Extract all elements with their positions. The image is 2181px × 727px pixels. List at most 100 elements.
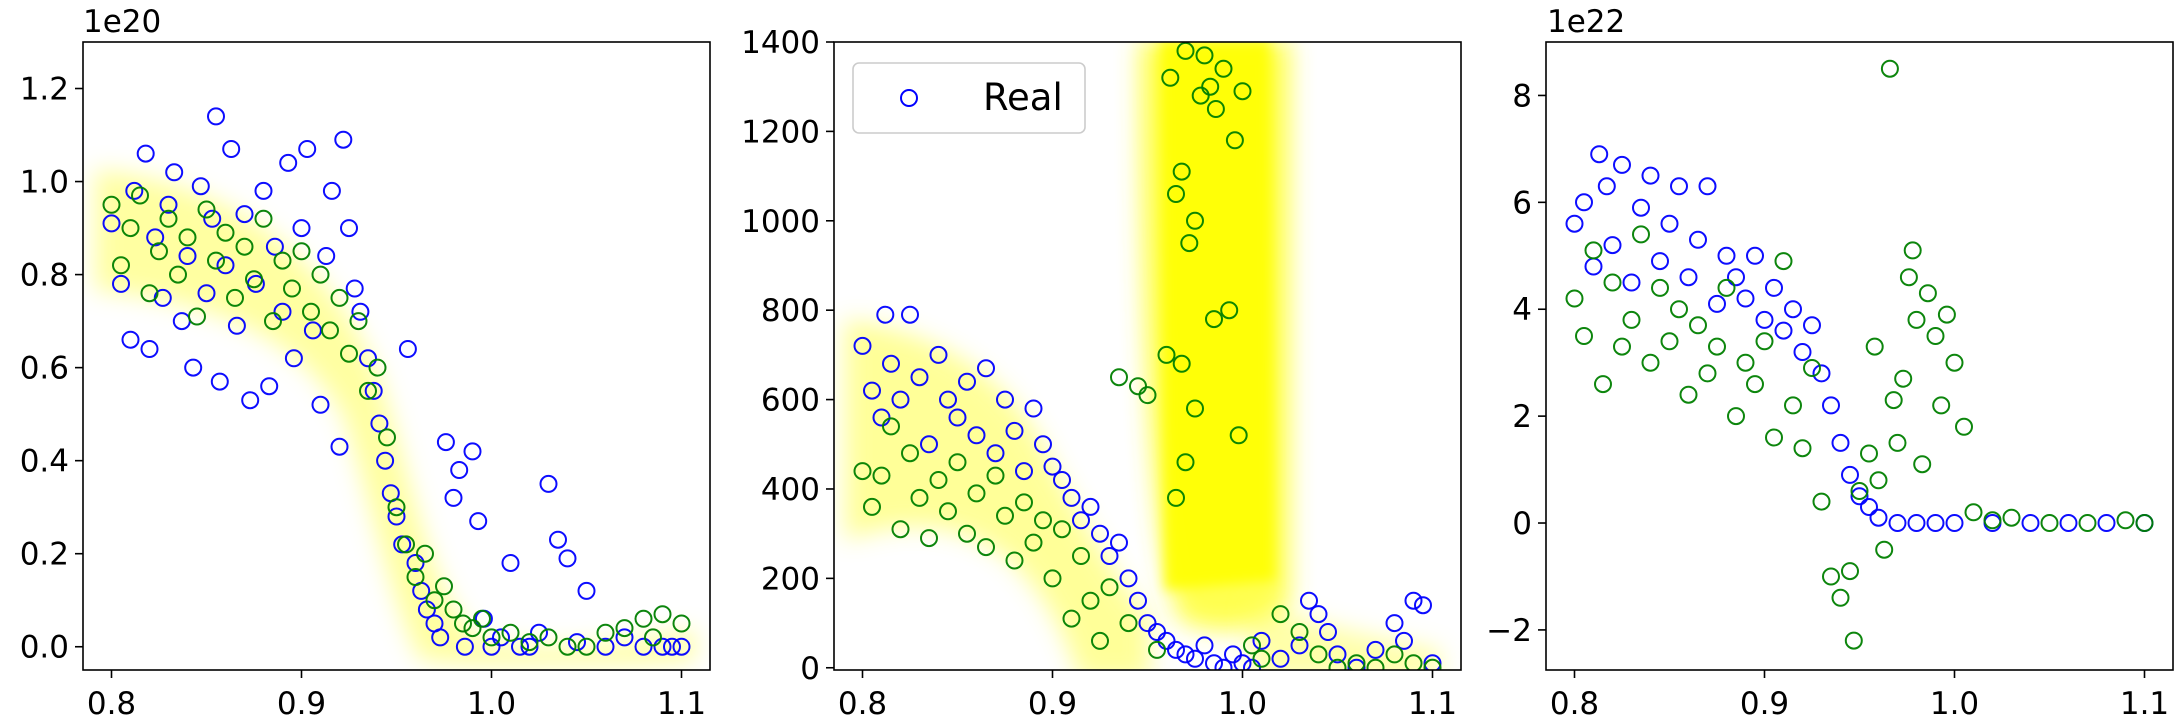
data-point: [530, 623, 548, 642]
data-point: [634, 609, 653, 628]
data-point: [1206, 100, 1225, 118]
data-point: [279, 153, 298, 172]
data-point: [436, 433, 455, 452]
data-point: [364, 381, 383, 400]
data-point: [910, 488, 929, 507]
x-tick-label: 1.0: [1218, 686, 1267, 722]
subplot-1-band: [95, 170, 695, 666]
data-point: [454, 614, 472, 633]
data-point: [1347, 654, 1366, 670]
data-point: [1271, 605, 1290, 624]
data-point: [1793, 439, 1812, 458]
data-point: [1622, 273, 1641, 292]
data-point: [977, 359, 995, 378]
data-point: [1423, 658, 1442, 670]
data-point: [1822, 567, 1840, 586]
data-point: [1129, 377, 1147, 396]
data-point: [1869, 508, 1888, 527]
data-point: [872, 466, 891, 485]
data-point: [1191, 86, 1210, 105]
data-point: [1793, 343, 1812, 361]
data-point: [1290, 636, 1309, 655]
data-point: [539, 628, 558, 647]
data-point: [1932, 396, 1951, 415]
data-point: [1565, 289, 1584, 308]
data-point: [863, 497, 881, 516]
data-point: [1205, 310, 1223, 329]
data-point: [1918, 284, 1937, 303]
data-point: [1584, 257, 1603, 276]
data-point: [376, 451, 395, 470]
data-point: [1214, 658, 1233, 670]
data-point: [102, 214, 121, 233]
data-point: [596, 637, 615, 656]
data-point: [1736, 353, 1755, 372]
data-point: [1157, 631, 1176, 650]
y-tick-label: 8: [1512, 78, 1532, 114]
data-point: [882, 354, 900, 373]
data-point: [1229, 426, 1248, 445]
subplot-1-frame: [82, 41, 711, 671]
data-point: [1831, 588, 1850, 607]
data-point: [1926, 514, 1945, 532]
data-point: [1366, 640, 1385, 659]
data-point: [455, 637, 474, 656]
data-point: [311, 265, 330, 284]
data-point: [577, 637, 596, 656]
data-point: [1746, 375, 1764, 394]
data-point: [1850, 482, 1869, 500]
data-point: [283, 279, 301, 298]
data-point: [1129, 591, 1147, 610]
data-point: [303, 321, 322, 340]
data-point: [634, 637, 653, 656]
data-point: [1888, 433, 1907, 452]
data-point: [549, 530, 567, 549]
data-point: [920, 435, 938, 454]
data-point: [351, 302, 370, 321]
legend-box: [852, 62, 1086, 134]
data-point: [1385, 645, 1404, 664]
y-tick-label: 1400: [741, 25, 820, 61]
data-point: [1233, 82, 1252, 101]
data-point: [596, 623, 615, 642]
x-tick-label: 0.9: [277, 686, 326, 722]
data-point: [265, 237, 284, 256]
data-point: [1955, 417, 1973, 436]
data-point: [1224, 645, 1242, 664]
data-point: [882, 417, 900, 436]
data-point: [1822, 396, 1840, 415]
data-point: [920, 529, 938, 548]
data-point: [210, 372, 229, 391]
data-point: [1765, 278, 1783, 297]
data-point: [1062, 488, 1081, 507]
data-point: [520, 637, 539, 656]
data-point: [1869, 471, 1888, 490]
data-point: [967, 484, 986, 503]
data-point: [463, 442, 482, 461]
subplot-3-frame: [1545, 41, 2174, 671]
data-point: [321, 321, 339, 340]
data-point: [1186, 649, 1204, 668]
data-point: [444, 600, 463, 619]
data-point: [1660, 332, 1679, 351]
data-point: [397, 535, 415, 554]
data-point: [1660, 214, 1679, 233]
data-point: [102, 195, 121, 214]
data-point: [577, 581, 596, 600]
data-point: [1903, 241, 1922, 260]
legend-marker-real: [900, 89, 918, 107]
data-point: [322, 181, 341, 200]
data-point: [112, 274, 130, 293]
data-point: [1641, 166, 1660, 185]
data-point: [1005, 551, 1024, 570]
data-point: [539, 474, 558, 493]
data-point: [207, 251, 225, 270]
data-point: [1812, 492, 1831, 511]
data-point: [359, 381, 377, 400]
data-point: [191, 177, 210, 196]
data-point: [1404, 591, 1423, 610]
data-point: [1565, 214, 1584, 233]
data-point: [977, 538, 995, 557]
data-point: [1328, 658, 1347, 670]
